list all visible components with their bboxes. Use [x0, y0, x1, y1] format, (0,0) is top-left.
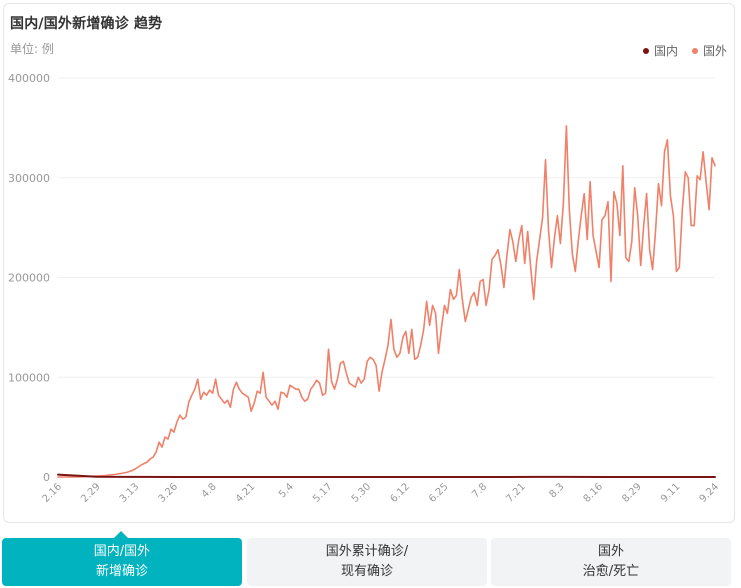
- legend-dot-foreign: [691, 47, 698, 54]
- tab-label-line1: 国内/国外: [93, 544, 151, 559]
- x-tick-label: 2.29: [79, 481, 103, 505]
- chart-legend: 国内 国外: [642, 42, 727, 59]
- y-tick-label: 200000: [8, 272, 50, 285]
- series-line-domestic: [57, 473, 716, 478]
- x-tick-label: 2.16: [41, 481, 65, 505]
- x-tick-label: 5.4: [277, 481, 296, 500]
- x-tick-label: 5.30: [350, 481, 374, 505]
- series-line-foreign: [57, 125, 716, 478]
- chart-title: 国内/国外新增确诊 趋势: [10, 16, 163, 32]
- x-tick-label: 3.26: [157, 481, 181, 505]
- line-chart: 0 100000 200000 300000 400000 2.16 2.29 3.13 3.2…: [8, 72, 722, 505]
- x-tick-label: 7.8: [470, 481, 489, 500]
- y-tick-label: 100000: [8, 371, 50, 384]
- tab-label-line2: 现有确诊: [340, 564, 393, 579]
- x-tick-label: 6.25: [427, 481, 451, 505]
- legend-item-domestic[interactable]: 国内: [642, 42, 678, 59]
- y-tick-label: 400000: [8, 72, 50, 85]
- tab-label-line2: 新增确诊: [95, 564, 148, 579]
- tab-recovered-deaths[interactable]: 国外 治愈/死亡: [491, 538, 731, 586]
- tab-label-line1: 国外累计确诊/: [325, 544, 409, 559]
- x-tick-label: 4.8: [200, 481, 219, 500]
- tab-label-line2: 治愈/死亡: [582, 564, 640, 579]
- x-tick-label: 8.29: [620, 481, 644, 505]
- x-tick-label: 3.13: [118, 481, 142, 505]
- x-tick-label: 9.11: [659, 481, 683, 505]
- x-tick-label: 6.12: [388, 481, 412, 505]
- legend-item-foreign[interactable]: 国外: [691, 42, 727, 59]
- unit-label: 单位: 例: [10, 42, 54, 56]
- legend-dot-domestic: [642, 47, 649, 54]
- tab-cumulative-confirmed[interactable]: 国外累计确诊/ 现有确诊: [247, 538, 487, 586]
- tab-label-line1: 国外: [597, 544, 624, 559]
- chart-card: [3, 3, 735, 523]
- y-tick-label: 300000: [8, 172, 50, 185]
- x-tick-label: 7.21: [504, 481, 528, 505]
- x-tick-label: 8.16: [582, 481, 606, 505]
- chart-tabs: 国内/国外 新增确诊 国外累计确诊/ 现有确诊 国外 治愈/死亡: [0, 538, 741, 588]
- x-tick-label: 4.21: [234, 481, 258, 505]
- y-tick-label: 0: [43, 471, 50, 484]
- legend-label-domestic: 国内: [653, 44, 678, 58]
- x-tick-label: 8.3: [548, 481, 567, 500]
- legend-label-foreign: 国外: [702, 44, 727, 58]
- x-tick-label: 9.24: [698, 481, 722, 505]
- tab-new-confirmed[interactable]: 国内/国外 新增确诊: [2, 538, 242, 586]
- active-tab-caret: [114, 531, 128, 538]
- x-tick-label: 5.17: [311, 481, 335, 505]
